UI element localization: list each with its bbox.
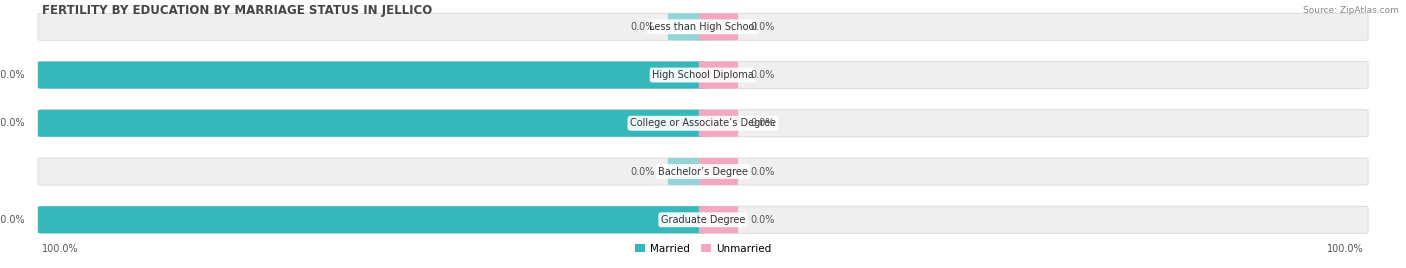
FancyBboxPatch shape — [699, 13, 738, 40]
FancyBboxPatch shape — [38, 13, 1368, 40]
Text: Bachelor’s Degree: Bachelor’s Degree — [658, 166, 748, 177]
FancyBboxPatch shape — [38, 206, 707, 233]
FancyBboxPatch shape — [38, 158, 1368, 185]
FancyBboxPatch shape — [668, 13, 707, 40]
FancyBboxPatch shape — [668, 158, 707, 185]
Text: 0.0%: 0.0% — [631, 166, 655, 177]
Text: 100.0%: 100.0% — [0, 215, 25, 225]
FancyBboxPatch shape — [38, 62, 1368, 88]
Text: Less than High School: Less than High School — [650, 22, 756, 32]
FancyBboxPatch shape — [38, 110, 1368, 137]
Text: College or Associate’s Degree: College or Associate’s Degree — [630, 118, 776, 128]
Text: 0.0%: 0.0% — [751, 22, 775, 32]
FancyBboxPatch shape — [38, 62, 707, 88]
Text: FERTILITY BY EDUCATION BY MARRIAGE STATUS IN JELLICO: FERTILITY BY EDUCATION BY MARRIAGE STATU… — [42, 4, 433, 17]
Text: Graduate Degree: Graduate Degree — [661, 215, 745, 225]
Text: 100.0%: 100.0% — [42, 244, 79, 254]
Text: 0.0%: 0.0% — [751, 118, 775, 128]
Text: 0.0%: 0.0% — [751, 166, 775, 177]
FancyBboxPatch shape — [38, 206, 1368, 233]
FancyBboxPatch shape — [699, 206, 738, 233]
Text: 100.0%: 100.0% — [1327, 244, 1364, 254]
Text: 100.0%: 100.0% — [0, 70, 25, 80]
Text: 100.0%: 100.0% — [0, 118, 25, 128]
Text: 0.0%: 0.0% — [631, 22, 655, 32]
FancyBboxPatch shape — [699, 62, 738, 88]
Text: 0.0%: 0.0% — [751, 70, 775, 80]
Text: 0.0%: 0.0% — [751, 215, 775, 225]
FancyBboxPatch shape — [38, 110, 707, 137]
FancyBboxPatch shape — [699, 158, 738, 185]
FancyBboxPatch shape — [699, 110, 738, 137]
Legend: Married, Unmarried: Married, Unmarried — [630, 239, 776, 258]
Text: Source: ZipAtlas.com: Source: ZipAtlas.com — [1303, 6, 1399, 15]
Text: High School Diploma: High School Diploma — [652, 70, 754, 80]
